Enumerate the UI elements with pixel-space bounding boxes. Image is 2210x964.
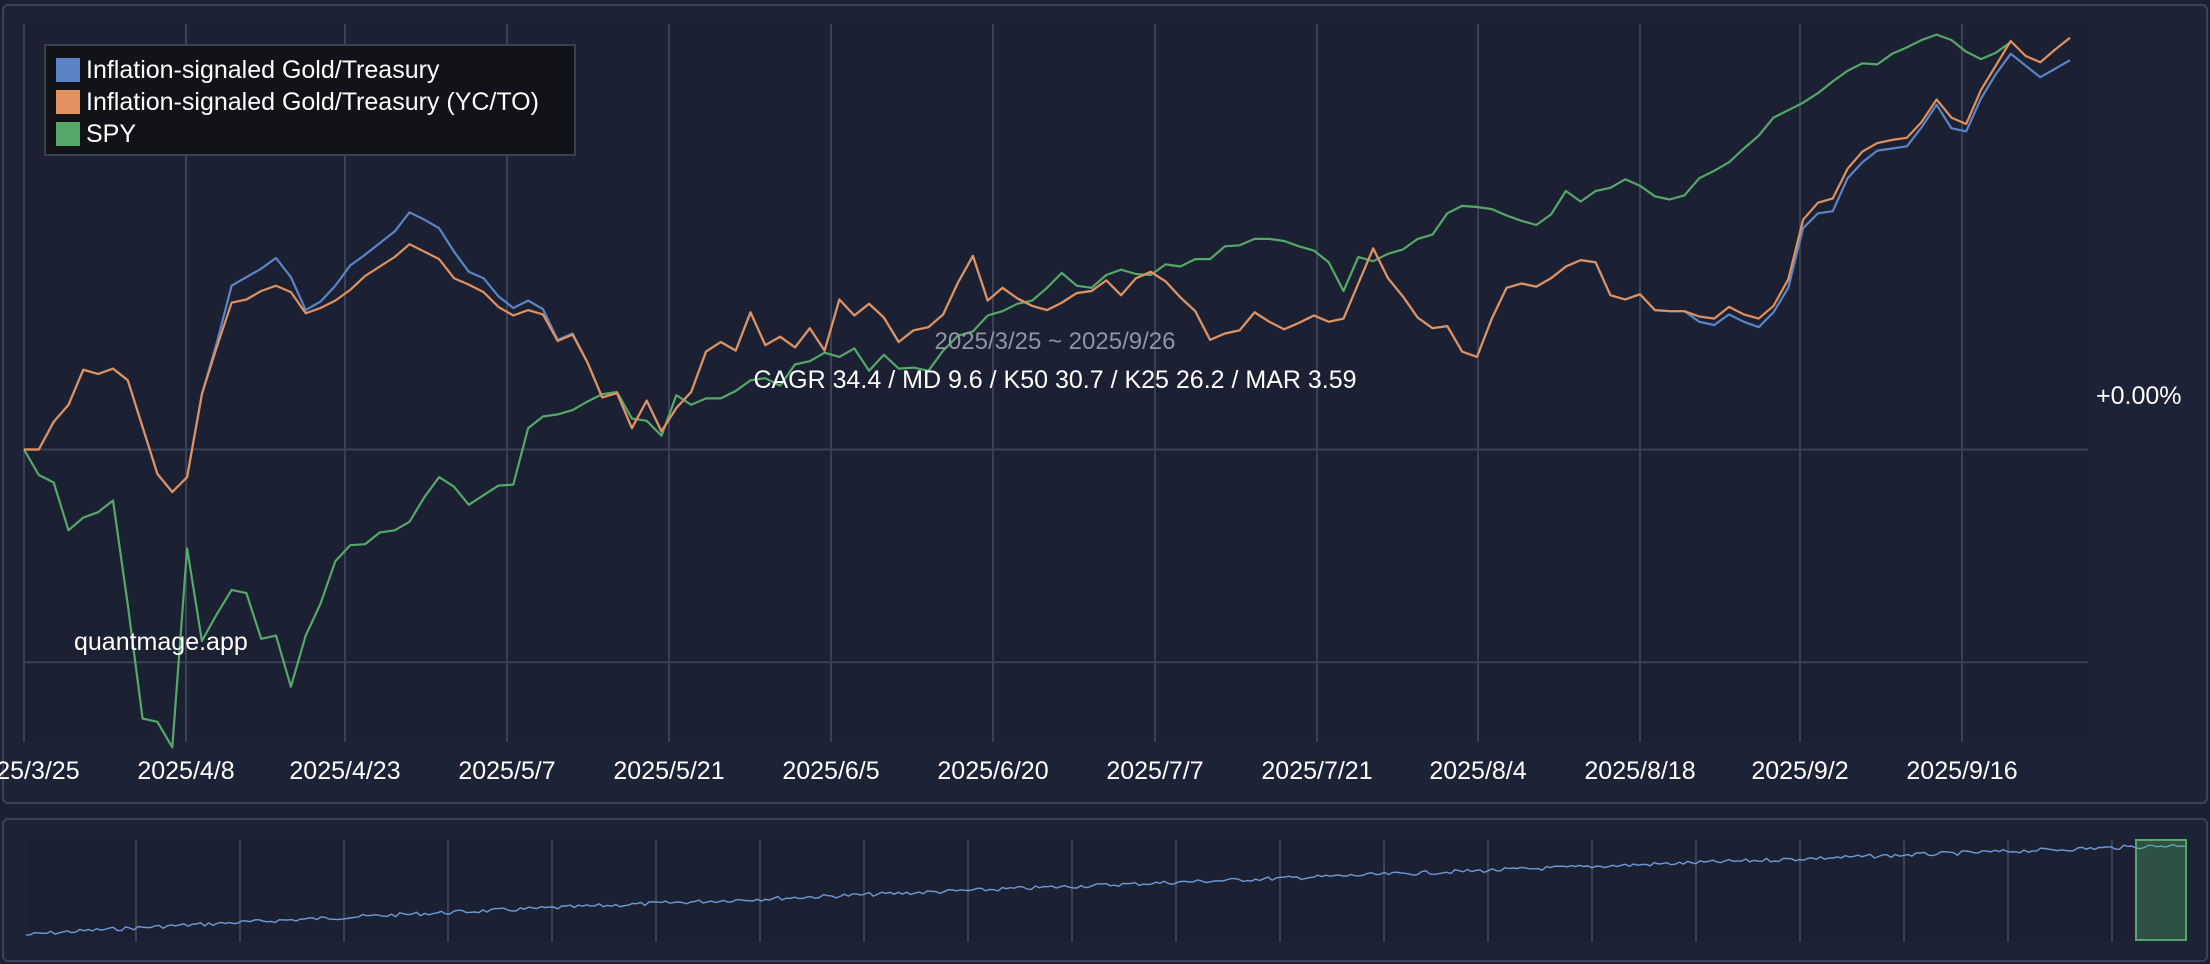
x-tick-label-12: 2025/9/16 — [1906, 757, 2017, 785]
x-tick-label-4: 2025/5/21 — [613, 757, 724, 785]
navigator-series — [25, 843, 2187, 936]
x-tick-label-6: 2025/6/20 — [937, 757, 1048, 785]
legend-label: Inflation-signaled Gold/Treasury — [86, 55, 440, 84]
performance-stats: CAGR 34.4 / MD 9.6 / K50 30.7 / K25 26.2… — [753, 366, 1357, 394]
x-tick-label-9: 2025/8/4 — [1429, 757, 1526, 785]
legend-item-spy[interactable]: SPY — [56, 118, 574, 150]
x-tick-label-8: 2025/7/21 — [1261, 757, 1372, 785]
x-tick-label-10: 2025/8/18 — [1584, 757, 1695, 785]
navigator-selection-handle[interactable] — [2135, 839, 2187, 941]
navigator-line — [25, 843, 2187, 936]
series-line-2 — [23, 33, 2012, 749]
x-tick-label-0: 2025/3/25 — [0, 757, 80, 785]
legend-label: Inflation-signaled Gold/Treasury (YC/TO) — [86, 87, 539, 116]
legend: Inflation-signaled Gold/Treasury Inflati… — [44, 44, 576, 156]
x-tick-label-1: 2025/4/8 — [137, 757, 234, 785]
series-line-1 — [24, 36, 2071, 494]
baseline-percent-label: +0.00% — [2096, 382, 2182, 410]
legend-label: SPY — [86, 119, 137, 148]
x-tick-label-5: 2025/6/5 — [782, 757, 879, 785]
date-range-label: 2025/3/25 ~ 2025/9/26 — [934, 328, 1176, 355]
legend-swatch-gold-treasury-yc-to — [56, 90, 80, 114]
x-tick-label-11: 2025/9/2 — [1751, 757, 1848, 785]
legend-swatch-gold-treasury — [56, 58, 80, 82]
legend-item-gold-treasury-yc-to[interactable]: Inflation-signaled Gold/Treasury (YC/TO) — [56, 86, 574, 118]
navigator-plot-area — [26, 840, 2186, 942]
x-axis-ticks: 2025/3/25 2025/4/8 2025/4/23 2025/5/7 2025/5… — [0, 757, 2018, 785]
x-tick-label-2: 2025/4/23 — [289, 757, 400, 785]
x-tick-label-3: 2025/5/7 — [458, 757, 555, 785]
x-tick-label-7: 2025/7/7 — [1106, 757, 1203, 785]
watermark: quantmage.app — [74, 628, 248, 656]
series-lines — [23, 33, 2071, 749]
legend-item-gold-treasury[interactable]: Inflation-signaled Gold/Treasury — [56, 54, 574, 86]
legend-swatch-spy — [56, 122, 80, 146]
navigator-grid — [135, 840, 2113, 942]
